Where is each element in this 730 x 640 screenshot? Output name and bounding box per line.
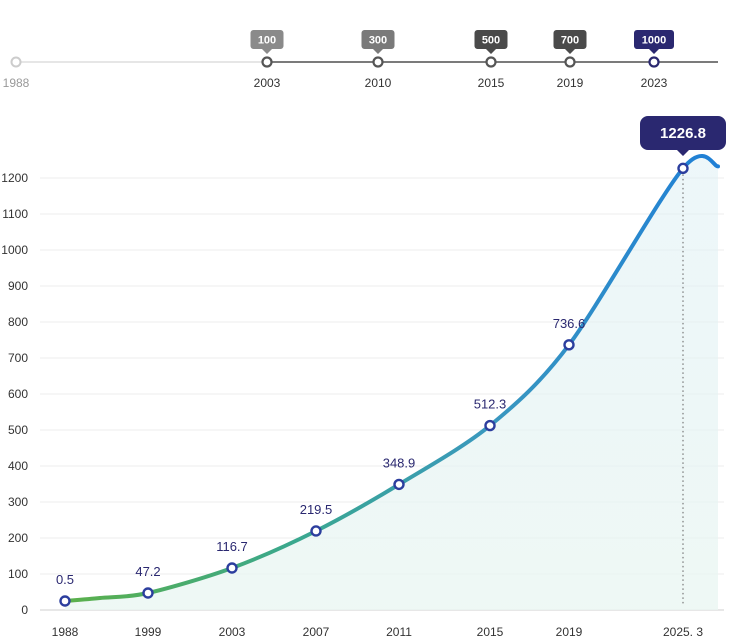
area-fill	[65, 155, 718, 610]
milestone-2019: 700 2019	[553, 30, 587, 90]
milestone-2023: 1000 2023	[634, 30, 674, 90]
y-tick-label: 0	[21, 603, 28, 617]
data-point-2003	[226, 562, 238, 574]
y-tick-label: 1200	[1, 171, 28, 185]
milestone-badge	[553, 30, 587, 54]
y-tick-label: 600	[8, 387, 28, 401]
milestone-2010: 300 2010	[361, 30, 395, 90]
milestone-badge	[474, 30, 508, 54]
data-point-1988	[59, 595, 71, 607]
milestone-badge-value: 1000	[642, 35, 666, 47]
y-tick-label: 700	[8, 351, 28, 365]
data-point-2007	[310, 525, 322, 537]
milestone-badge	[361, 30, 395, 54]
data-point-2025. 3	[677, 162, 689, 175]
x-tick-label: 1988	[52, 625, 79, 639]
timeline-start-dot	[10, 56, 22, 68]
milestone-dot	[564, 56, 576, 68]
callout-box	[640, 116, 726, 156]
milestone-2003: 100 2003	[250, 30, 284, 90]
data-label: 47.2	[135, 564, 160, 579]
data-point-2015	[484, 419, 496, 432]
y-tick-label: 900	[8, 279, 28, 293]
milestone-badge	[250, 30, 284, 54]
y-tick-label: 400	[8, 459, 28, 473]
milestone-dot	[261, 56, 273, 68]
x-tick-label: 2025. 3	[663, 625, 703, 639]
x-tick-label: 1999	[135, 625, 162, 639]
data-label: 512.3	[474, 397, 507, 412]
x-tick-label: 2007	[303, 625, 330, 639]
milestone-year: 2023	[641, 76, 668, 90]
y-tick-label: 800	[8, 315, 28, 329]
plot-area: 0 100 200 300 400 500 600 700 800 900 1000 1100 1200…	[1, 116, 726, 639]
highlight-callout: 1226.8	[640, 116, 726, 156]
milestone-year: 2015	[478, 76, 505, 90]
y-tick-label: 300	[8, 495, 28, 509]
milestone-year: 2003	[254, 76, 281, 90]
timeline-start-year: 1988	[3, 76, 30, 90]
milestone-dot	[648, 56, 660, 68]
data-point-2019	[563, 339, 575, 351]
milestone-timeline: 1988 100 2003 300 2010 500 2015 700 2019 1000 202…	[3, 30, 718, 90]
x-tick-label: 2015	[477, 625, 504, 639]
y-tick-label: 1100	[2, 207, 28, 221]
y-tick-label: 200	[8, 531, 28, 545]
data-label: 0.5	[56, 572, 74, 587]
y-tick-label: 100	[8, 567, 28, 581]
data-label: 348.9	[383, 455, 416, 470]
milestone-dot	[485, 56, 497, 68]
milestone-year: 2010	[365, 76, 392, 90]
y-tick-label: 1000	[1, 243, 28, 257]
callout-value: 1226.8	[660, 125, 706, 142]
milestone-badge-value: 700	[561, 35, 579, 47]
y-tick-label: 500	[8, 423, 28, 437]
milestone-year: 2019	[557, 76, 584, 90]
milestone-dot	[372, 56, 384, 68]
milestone-2015: 500 2015	[474, 30, 508, 90]
data-label: 116.7	[216, 539, 248, 554]
x-tick-label: 2003	[219, 625, 246, 639]
milestone-badge-value: 300	[369, 35, 387, 47]
milestone-badge-value: 500	[482, 35, 500, 47]
milestone-badge	[634, 30, 674, 54]
data-point-2011	[393, 478, 405, 491]
milestone-badge-value: 100	[258, 35, 276, 47]
x-tick-label: 2019	[556, 625, 583, 639]
data-label: 736.6	[553, 316, 586, 331]
data-point-1999	[142, 587, 154, 599]
x-tick-label: 2011	[386, 625, 412, 639]
data-label: 219.5	[300, 502, 333, 517]
